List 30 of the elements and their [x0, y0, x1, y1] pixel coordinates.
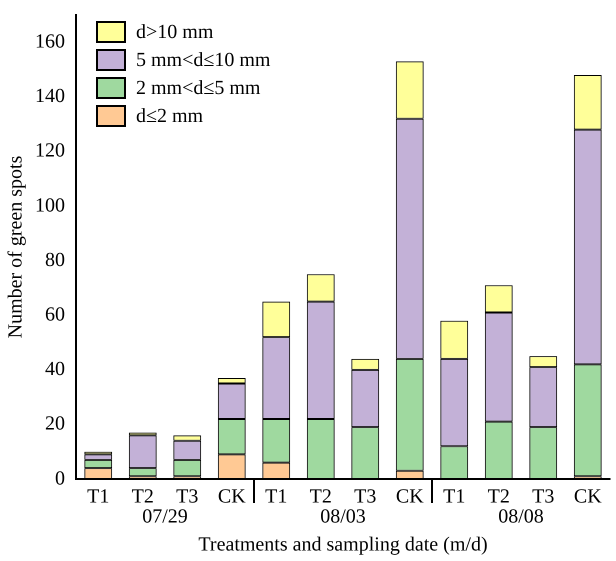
x-tick-label: T3 — [354, 485, 376, 508]
text: 08/08 — [498, 505, 544, 528]
x-tick-label: T2 — [488, 485, 510, 508]
y-tick-label: 0 — [55, 467, 65, 490]
x-tick-label: T3 — [176, 485, 198, 508]
y-axis-title: Number of green spots — [4, 155, 26, 338]
x-axis-title: Treatments and sampling date (m/d) — [198, 533, 488, 556]
y-tick-label: 140 — [35, 85, 65, 108]
y-tick-label: 160 — [35, 30, 65, 53]
y-tick-label: 20 — [45, 412, 65, 435]
x-tick-label: CK — [574, 485, 602, 508]
legend-label: d>10 mm — [136, 20, 214, 44]
x-tick-label: CK — [218, 485, 246, 508]
x-tick-label: T3 — [532, 485, 554, 508]
x-tick-label: T2 — [132, 485, 154, 508]
legend-label: 2 mm<d≤5 mm — [136, 76, 260, 100]
y-tick-label: 40 — [45, 358, 65, 380]
text: 08/03 — [320, 505, 366, 528]
x-tick-label: T1 — [443, 485, 466, 508]
y-tick-label: 80 — [45, 248, 65, 271]
text: 07/29 — [142, 505, 188, 528]
x-tick-label: T1 — [87, 485, 110, 508]
y-tick-label: 100 — [35, 194, 65, 216]
y-tick-label: 120 — [35, 140, 65, 162]
y-tick-label: 60 — [45, 303, 65, 326]
x-tick-label: T1 — [265, 485, 288, 508]
legend-label: 5 mm<d≤10 mm — [136, 48, 270, 72]
x-tick-label: T2 — [310, 485, 332, 508]
x-tick-label: CK — [396, 485, 424, 508]
legend-label: d≤2 mm — [136, 104, 204, 128]
